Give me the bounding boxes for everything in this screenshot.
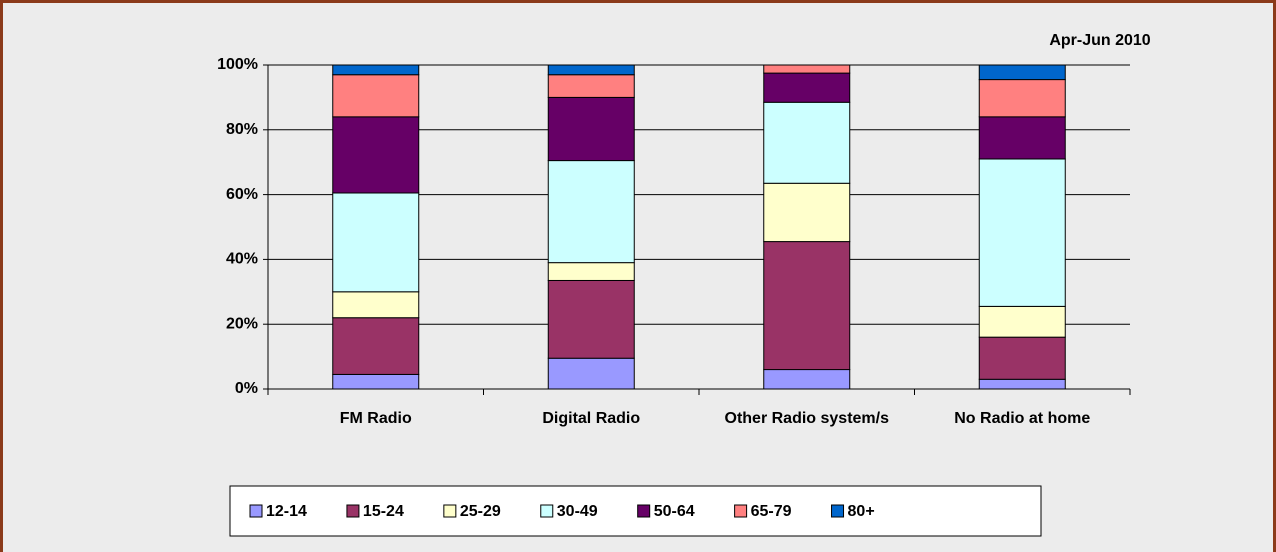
bar-segment	[547, 160, 635, 264]
legend-swatch	[734, 504, 748, 518]
x-tick-label: Digital Radio	[542, 410, 640, 427]
y-tick-label: 80%	[226, 121, 258, 138]
y-tick-label: 60%	[226, 186, 258, 203]
legend-label: 80+	[848, 503, 875, 520]
legend-swatch	[831, 504, 845, 518]
annotation: Apr-Jun 2010	[1049, 32, 1150, 49]
bar-segment	[978, 336, 1066, 380]
legend-label: 50-64	[654, 503, 695, 520]
bar-segment	[763, 64, 851, 74]
bar-segment	[547, 74, 635, 98]
bar-segment	[763, 369, 851, 390]
bar-segment	[332, 317, 420, 375]
y-tick-label: 20%	[226, 315, 258, 332]
bar-segment	[978, 116, 1066, 160]
bar-segment	[978, 158, 1066, 307]
bar-segment	[978, 378, 1066, 390]
bar-segment	[978, 305, 1066, 338]
bar-segment	[978, 64, 1066, 81]
bar-segment	[332, 64, 420, 76]
legend-label: 15-24	[363, 503, 404, 520]
bar-segment	[332, 74, 420, 118]
x-tick-label: No Radio at home	[954, 410, 1090, 427]
legend: 12-14 15-24 25-29 30-49 50-64 65-79 80+	[229, 485, 1042, 537]
legend-swatch	[637, 504, 651, 518]
legend-swatch	[249, 504, 263, 518]
bar-segment	[547, 279, 635, 359]
bar-segment	[547, 64, 635, 76]
legend-label: 30-49	[557, 503, 598, 520]
y-tick-label: 40%	[226, 251, 258, 268]
y-tick-label: 0%	[235, 380, 258, 397]
legend-label: 25-29	[460, 503, 501, 520]
bar-segment	[763, 241, 851, 371]
legend-swatch	[346, 504, 360, 518]
bar-segment	[978, 79, 1066, 118]
bar-segment	[547, 357, 635, 390]
legend-label: 12-14	[266, 503, 307, 520]
bar-segment	[547, 262, 635, 281]
bar-segment	[763, 182, 851, 243]
y-tick-label: 100%	[217, 56, 258, 73]
bar-segment	[763, 72, 851, 103]
legend-swatch	[443, 504, 457, 518]
bar-segment	[332, 192, 420, 293]
legend-label: 65-79	[751, 503, 792, 520]
x-tick-label: Other Radio system/s	[725, 410, 890, 427]
legend-box	[229, 485, 1042, 537]
bar-segment	[332, 116, 420, 194]
bar-segment	[547, 96, 635, 162]
bar-segment	[763, 101, 851, 184]
legend-swatch	[540, 504, 554, 518]
bar-segment	[332, 291, 420, 319]
x-tick-label: FM Radio	[340, 410, 412, 427]
bar-segment	[332, 373, 420, 390]
